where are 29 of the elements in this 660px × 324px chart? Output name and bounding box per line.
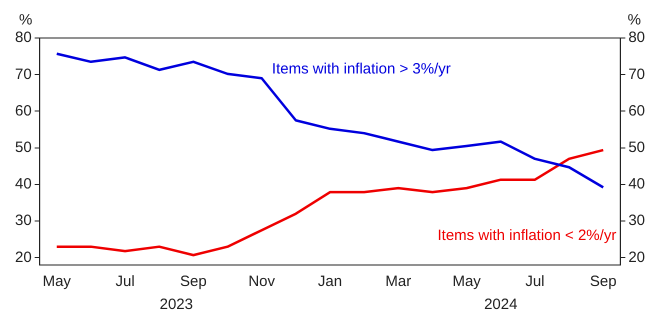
x-tick-label: Sep (590, 273, 617, 290)
text: 2023 (160, 296, 193, 314)
x-tick-label: Jul (115, 273, 135, 290)
y-tick-label: 30 (14, 212, 32, 230)
y2-tick-label: 20 (628, 248, 646, 266)
y2-tick-label: 70 (628, 66, 646, 83)
y-tick-label: 80 (14, 29, 32, 46)
y-axis-title: % (19, 12, 32, 29)
y2-tick-label: 80 (628, 29, 646, 46)
x-tick-label: Jul (525, 273, 545, 290)
x-tick-label: Mar (385, 273, 412, 290)
text: 2024 (484, 296, 518, 314)
x-tick-label: May (452, 273, 482, 290)
y-tick-label: 50 (14, 138, 32, 156)
text: Items with inflation < 2%/yr (437, 226, 616, 244)
y2-axis-title: % (628, 12, 641, 29)
x-tick-label: Jan (318, 273, 342, 290)
y2-tick-label: 40 (628, 176, 646, 193)
y-tick-label: 20 (14, 248, 32, 266)
series-label: Items with inflation > 3%/yr (272, 60, 451, 78)
x-tick-label: May (42, 273, 72, 290)
y-tick-label: 60 (14, 102, 32, 120)
y2-tick-label: 60 (628, 102, 646, 120)
y2-tick-label: 50 (628, 138, 646, 156)
x-tick-label: Sep (180, 273, 207, 290)
y-tick-label: 40 (14, 176, 32, 193)
y2-tick-label: 30 (628, 212, 646, 230)
y-tick-label: 70 (14, 66, 32, 83)
x-tick-label: Nov (248, 273, 276, 290)
